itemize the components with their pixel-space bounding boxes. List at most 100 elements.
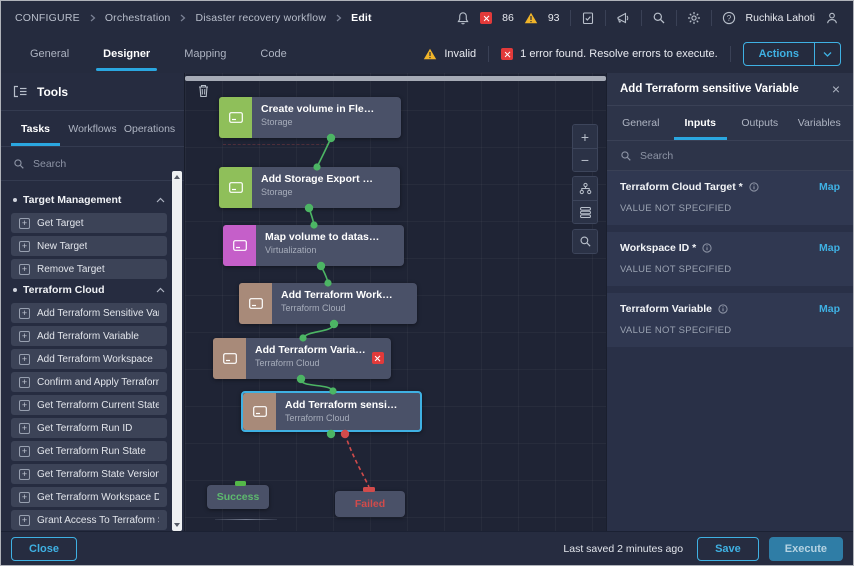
tab-general[interactable]: General bbox=[622, 117, 660, 129]
success-label: Success bbox=[216, 491, 260, 503]
tab-code[interactable]: Code bbox=[260, 48, 287, 60]
plus-square-icon: + bbox=[19, 514, 30, 526]
canvas-search-icon[interactable] bbox=[573, 230, 597, 253]
node-success[interactable]: Success bbox=[207, 485, 269, 509]
task-item[interactable]: + Add Terraform Variable bbox=[11, 326, 167, 346]
validity-label: Invalid bbox=[444, 48, 477, 60]
node-add-storage-export-policy[interactable]: Add Storage Export Policy to V... Storage bbox=[219, 167, 400, 208]
node-title: Add Terraform sensitive Variable bbox=[285, 399, 398, 411]
node-add-terraform-variable[interactable]: Add Terraform Variable Terraform Cloud bbox=[213, 338, 391, 379]
settings-gear-icon[interactable] bbox=[687, 11, 701, 25]
alarms-warning-icon[interactable] bbox=[524, 12, 538, 24]
announcements-megaphone-icon[interactable] bbox=[616, 11, 631, 25]
breadcrumb-configure[interactable]: CONFIGURE bbox=[15, 12, 80, 24]
success-connector-tab[interactable] bbox=[235, 481, 246, 486]
node-failed[interactable]: Failed bbox=[335, 491, 405, 517]
task-item[interactable]: + Add Terraform Sensitive Variable bbox=[11, 303, 167, 323]
task-item[interactable]: + Confirm and Apply Terraform Run bbox=[11, 372, 167, 392]
node-category: Storage bbox=[261, 117, 293, 127]
alarms-critical-icon[interactable] bbox=[480, 12, 493, 24]
node-title: Create volume in FlexPod bbox=[261, 103, 379, 115]
tab-inputs[interactable]: Inputs bbox=[671, 106, 731, 140]
map-link[interactable]: Map bbox=[819, 303, 840, 315]
canvas-horizontal-scrollbar[interactable] bbox=[185, 76, 606, 81]
actions-button[interactable]: Actions bbox=[742, 42, 841, 66]
close-button[interactable]: Close bbox=[11, 536, 77, 561]
workflow-canvas[interactable]: Create volume in FlexPod Storage Add Stor… bbox=[185, 73, 606, 531]
tab-operations[interactable]: Operations bbox=[123, 122, 176, 135]
tab-variables[interactable]: Variables bbox=[797, 117, 841, 129]
actions-button-label[interactable]: Actions bbox=[758, 48, 799, 60]
tab-workflows[interactable]: Workflows bbox=[68, 122, 117, 135]
tab-mapping[interactable]: Mapping bbox=[184, 48, 227, 60]
breadcrumb-orchestration[interactable]: Orchestration bbox=[104, 12, 171, 24]
failed-connector-tab[interactable] bbox=[363, 487, 375, 492]
task-item[interactable]: + New Target bbox=[11, 236, 167, 256]
chevron-up-icon[interactable] bbox=[156, 197, 165, 203]
swimlanes-icon[interactable] bbox=[573, 200, 597, 223]
save-button[interactable]: Save bbox=[697, 536, 759, 561]
task-item[interactable]: + Get Terraform State Version Contents bbox=[11, 464, 167, 484]
task-item[interactable]: + Get Terraform Workspace Details bbox=[11, 487, 167, 507]
virtualization-category-icon bbox=[223, 225, 256, 266]
help-icon[interactable]: ? bbox=[722, 11, 736, 25]
info-icon[interactable] bbox=[749, 182, 759, 192]
node-add-terraform-sensitive-variable[interactable]: Add Terraform sensitive Variable Terrafor… bbox=[241, 391, 422, 432]
node-category: Storage bbox=[261, 187, 293, 197]
breadcrumb-workflow[interactable]: Disaster recovery workflow bbox=[195, 12, 327, 24]
tools-header: Tools bbox=[1, 73, 184, 111]
critical-alarm-count[interactable]: 86 bbox=[502, 12, 514, 24]
warning-alarm-count[interactable]: 93 bbox=[547, 12, 560, 24]
tab-tasks[interactable]: Tasks bbox=[7, 111, 64, 146]
notifications-bell-icon[interactable] bbox=[456, 11, 470, 26]
tab-outputs[interactable]: Outputs bbox=[741, 117, 779, 129]
node-title: Map volume to datastore bbox=[265, 231, 382, 243]
user-avatar-icon[interactable] bbox=[825, 11, 839, 25]
task-item[interactable]: + Get Terraform Current State Version bbox=[11, 395, 167, 415]
task-item[interactable]: + Get Terraform Run State bbox=[11, 441, 167, 461]
chevron-right-icon bbox=[179, 14, 186, 22]
zoom-in-button[interactable]: + bbox=[573, 125, 597, 148]
collapse-panel-icon[interactable] bbox=[13, 85, 28, 98]
task-item[interactable]: + Remove Target bbox=[11, 259, 167, 279]
delete-trash-icon[interactable] bbox=[197, 83, 210, 103]
hidden-connector-line bbox=[223, 144, 329, 145]
chevron-up-icon[interactable] bbox=[156, 287, 165, 293]
node-error-badge[interactable] bbox=[372, 352, 384, 364]
search-icon[interactable] bbox=[652, 11, 666, 25]
task-item[interactable]: + Get Terraform Run ID bbox=[11, 418, 167, 438]
node-add-terraform-workspace[interactable]: Add Terraform Workspace Terraform Cloud bbox=[239, 283, 417, 324]
close-icon[interactable]: × bbox=[831, 81, 840, 97]
execute-button[interactable]: Execute bbox=[768, 536, 843, 561]
task-item[interactable]: + Add Terraform Workspace bbox=[11, 349, 167, 369]
section-terraform-cloud[interactable]: Terraform Cloud bbox=[13, 284, 165, 296]
map-link[interactable]: Map bbox=[819, 242, 840, 254]
sidebar-scrollbar[interactable] bbox=[172, 171, 182, 531]
chevron-down-icon[interactable] bbox=[814, 43, 840, 65]
tools-search-input[interactable] bbox=[33, 157, 172, 170]
task-item-label: Remove Target bbox=[37, 263, 105, 275]
tab-general[interactable]: General bbox=[30, 48, 70, 60]
plus-square-icon: + bbox=[19, 376, 30, 388]
task-item[interactable]: + Get Target bbox=[11, 213, 167, 233]
auto-layout-icon[interactable] bbox=[573, 177, 597, 200]
field-workspace-id: Workspace ID * Map VALUE NOT SPECIFIED bbox=[607, 232, 853, 286]
panel-search-input[interactable] bbox=[640, 149, 840, 162]
tab-designer[interactable]: Designer bbox=[86, 35, 167, 73]
tools-title: Tools bbox=[37, 84, 69, 99]
node-create-volume-in-flexpod[interactable]: Create volume in FlexPod Storage bbox=[219, 97, 401, 138]
scroll-up-arrow[interactable] bbox=[174, 175, 180, 179]
user-name[interactable]: Ruchika Lahoti bbox=[745, 12, 815, 24]
field-terraform-cloud-target: Terraform Cloud Target * Map VALUE NOT S… bbox=[607, 171, 853, 225]
svg-text:?: ? bbox=[726, 14, 731, 23]
info-icon[interactable] bbox=[702, 243, 712, 253]
section-target-management[interactable]: Target Management bbox=[13, 194, 165, 206]
task-item[interactable]: + Grant Access To Terraform State bbox=[11, 510, 167, 530]
info-icon[interactable] bbox=[718, 304, 728, 314]
map-link[interactable]: Map bbox=[819, 181, 840, 193]
scroll-down-arrow[interactable] bbox=[174, 523, 180, 527]
requests-clipboard-icon[interactable] bbox=[581, 11, 595, 25]
task-item-label: Get Terraform Current State Version bbox=[37, 399, 159, 411]
node-map-volume-to-datastore[interactable]: Map volume to datastore Virtualization bbox=[223, 225, 404, 266]
zoom-out-button[interactable]: − bbox=[573, 148, 597, 171]
